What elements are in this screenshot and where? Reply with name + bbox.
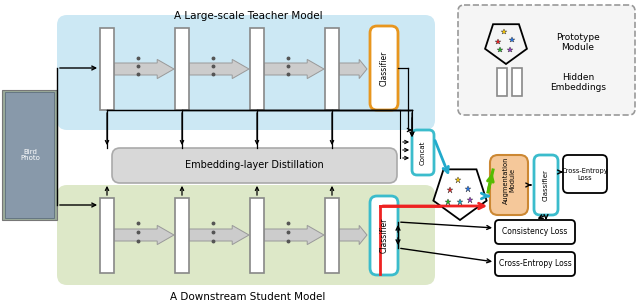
FancyArrow shape	[264, 225, 324, 245]
FancyBboxPatch shape	[57, 15, 435, 130]
FancyArrow shape	[114, 225, 174, 245]
FancyBboxPatch shape	[412, 130, 434, 175]
Bar	[100, 198, 114, 273]
Text: Classifier: Classifier	[380, 50, 388, 86]
FancyArrow shape	[189, 59, 249, 79]
FancyBboxPatch shape	[563, 155, 607, 193]
FancyBboxPatch shape	[534, 155, 558, 215]
Bar	[250, 28, 264, 110]
Text: Concat: Concat	[420, 141, 426, 165]
Text: Augmentation
Module: Augmentation Module	[502, 156, 515, 204]
Text: Embeddings: Embeddings	[550, 84, 606, 92]
FancyBboxPatch shape	[495, 252, 575, 276]
FancyBboxPatch shape	[370, 196, 398, 275]
Bar	[325, 28, 339, 110]
Bar	[175, 28, 189, 110]
Text: A Downstream Student Model: A Downstream Student Model	[170, 292, 326, 302]
Text: Cross-Entropy
Loss: Cross-Entropy Loss	[562, 167, 608, 181]
FancyBboxPatch shape	[370, 26, 398, 110]
Bar	[100, 28, 114, 110]
Text: Hidden: Hidden	[562, 74, 594, 82]
Text: Consistency Loss: Consistency Loss	[502, 228, 568, 236]
Text: Embedding-layer Distillation: Embedding-layer Distillation	[184, 160, 323, 170]
Text: Classifier: Classifier	[380, 217, 388, 253]
FancyBboxPatch shape	[112, 148, 397, 183]
Bar	[175, 198, 189, 273]
Bar	[512, 68, 522, 96]
FancyArrow shape	[189, 225, 249, 245]
Text: Cross-Entropy Loss: Cross-Entropy Loss	[499, 260, 572, 268]
Text: Module: Module	[561, 44, 595, 52]
Text: A Large-scale Teacher Model: A Large-scale Teacher Model	[173, 11, 323, 21]
FancyBboxPatch shape	[490, 155, 528, 215]
FancyArrow shape	[114, 59, 174, 79]
FancyArrow shape	[264, 59, 324, 79]
Bar	[5, 92, 54, 218]
FancyBboxPatch shape	[57, 185, 435, 285]
Text: Bird
Photo: Bird Photo	[20, 149, 40, 162]
Bar	[2, 90, 57, 220]
FancyArrow shape	[339, 225, 367, 245]
Bar	[497, 68, 507, 96]
Bar	[250, 198, 264, 273]
Bar	[325, 198, 339, 273]
Text: Classifier: Classifier	[543, 169, 549, 201]
Text: Prototype: Prototype	[556, 34, 600, 42]
FancyBboxPatch shape	[495, 220, 575, 244]
FancyBboxPatch shape	[458, 5, 635, 115]
FancyArrow shape	[339, 59, 367, 79]
